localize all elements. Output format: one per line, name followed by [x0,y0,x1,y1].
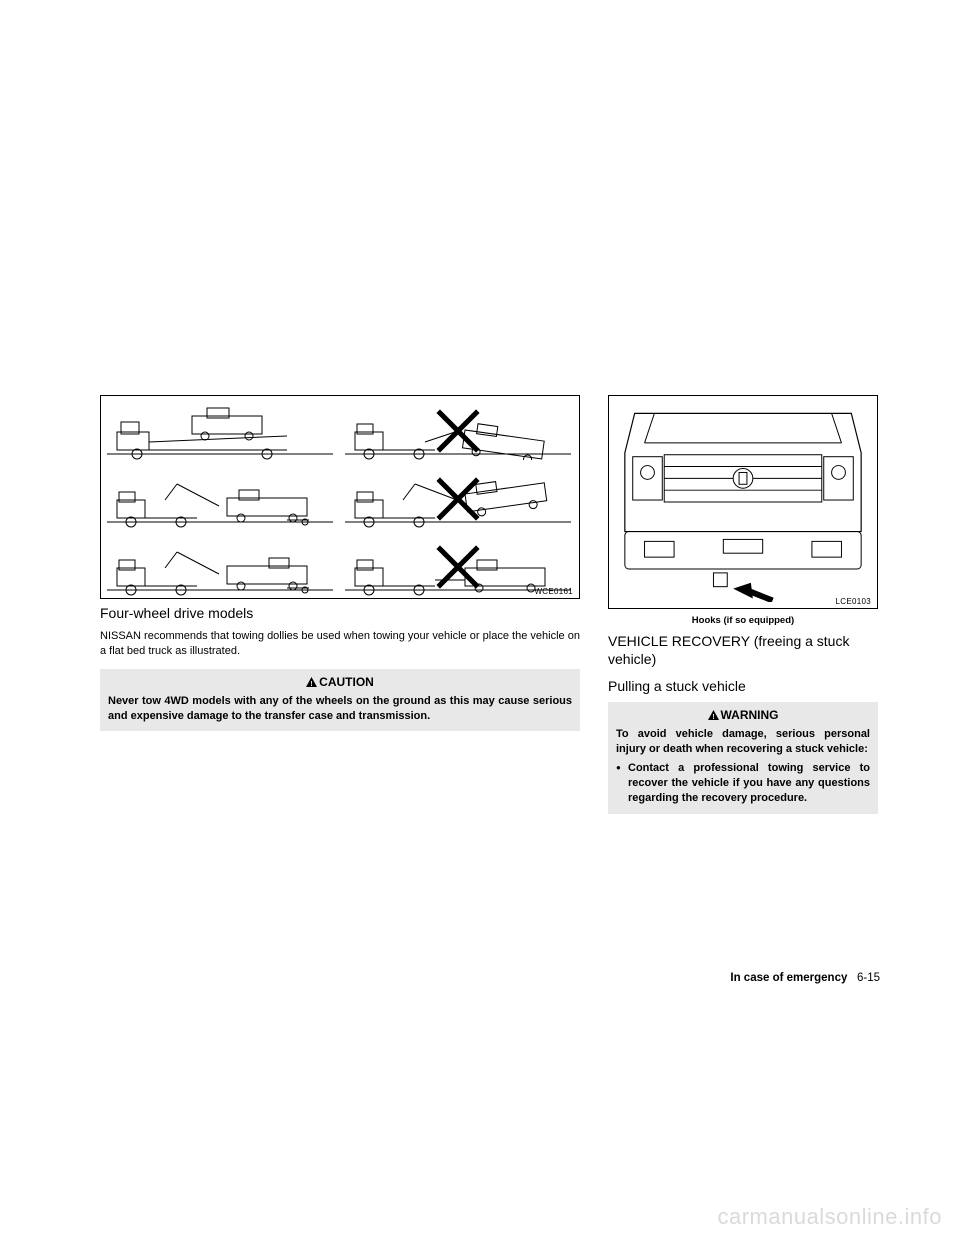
front-truck-figure-box: LCE0103 [608,395,878,609]
svg-text:!: ! [712,714,714,720]
warning-bullet: Contact a professional towing service to… [616,761,870,806]
front-truck-illustration [615,402,871,602]
left-subheading: Four-wheel drive models [100,605,580,621]
warning-triangle-icon: ! [306,676,317,690]
towing-rear-dolly [107,538,333,596]
warning-body: To avoid vehicle damage, serious persona… [616,727,870,805]
caution-box: ! CAUTION Never tow 4WD models with any … [100,669,580,732]
towing-front-dolly [107,470,333,528]
towing-flatbed [107,402,333,460]
caution-title: ! CAUTION [108,675,572,690]
towing-row [107,538,573,596]
left-column: WCE0161 Four-wheel drive models NISSAN r… [100,395,580,824]
section-heading: VEHICLE RECOVERY (freeing a stuck vehicl… [608,632,878,668]
figure-label: WCE0161 [534,587,573,596]
caution-body: Never tow 4WD models with any of the whe… [108,694,572,724]
towing-row [107,470,573,528]
footer-page: 6-15 [857,972,880,984]
warning-intro: To avoid vehicle damage, serious persona… [616,727,870,757]
footer-section: In case of emergency [730,972,847,984]
right-column: LCE0103 Hooks (if so equipped) VEHICLE R… [608,395,878,824]
warning-title-text: WARNING [721,708,779,722]
warning-bullets: Contact a professional towing service to… [616,761,870,806]
figure-label: LCE0103 [836,597,871,606]
watermark: carmanualsonline.info [717,1204,942,1230]
warning-triangle-icon: ! [708,709,719,723]
towing-grid [107,402,573,596]
not-allowed-icon [436,409,480,453]
svg-text:!: ! [310,681,312,687]
page-footer: In case of emergency 6-15 [730,972,880,984]
not-allowed-icon [436,477,480,521]
figure-caption: Hooks (if so equipped) [608,615,878,626]
right-subheading: Pulling a stuck vehicle [608,678,878,694]
left-paragraph: NISSAN recommends that towing dollies be… [100,629,580,659]
towing-rear-lift-wrong [345,402,571,460]
warning-title: ! WARNING [616,708,870,723]
towing-front-lift-wrong [345,470,571,528]
towing-row [107,402,573,460]
not-allowed-icon [436,545,480,589]
warning-box: ! WARNING To avoid vehicle damage, serio… [608,702,878,813]
towing-figure-box: WCE0161 [100,395,580,599]
caution-title-text: CAUTION [319,675,374,689]
